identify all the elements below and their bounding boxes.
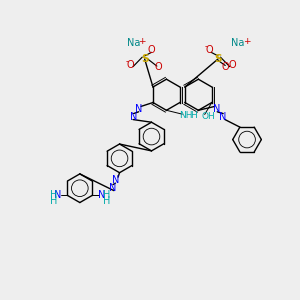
Text: -: -: [125, 57, 128, 66]
Text: S: S: [214, 54, 222, 64]
Text: N: N: [220, 112, 227, 122]
Text: OH: OH: [201, 112, 215, 121]
Text: +: +: [243, 38, 250, 46]
Text: H: H: [103, 190, 110, 200]
Text: N: N: [135, 104, 142, 114]
Text: O: O: [228, 60, 236, 70]
Text: N: N: [130, 112, 137, 122]
Text: H: H: [190, 111, 197, 120]
Text: +: +: [138, 38, 146, 46]
Text: NH: NH: [179, 111, 193, 120]
Text: H: H: [103, 196, 110, 206]
Text: N: N: [98, 190, 106, 200]
Text: Na: Na: [127, 38, 140, 47]
Text: N: N: [109, 183, 116, 193]
Text: N: N: [54, 190, 61, 200]
Text: S: S: [141, 54, 148, 64]
Text: N: N: [112, 175, 120, 185]
Text: Na: Na: [231, 38, 245, 47]
Text: -: -: [205, 42, 208, 51]
Text: H: H: [50, 196, 57, 206]
Text: O: O: [127, 60, 134, 70]
Text: N: N: [214, 104, 221, 114]
Text: H: H: [50, 190, 57, 200]
Text: O: O: [221, 62, 229, 72]
Text: O: O: [154, 62, 162, 72]
Text: O: O: [206, 45, 214, 55]
Text: O: O: [148, 45, 155, 55]
